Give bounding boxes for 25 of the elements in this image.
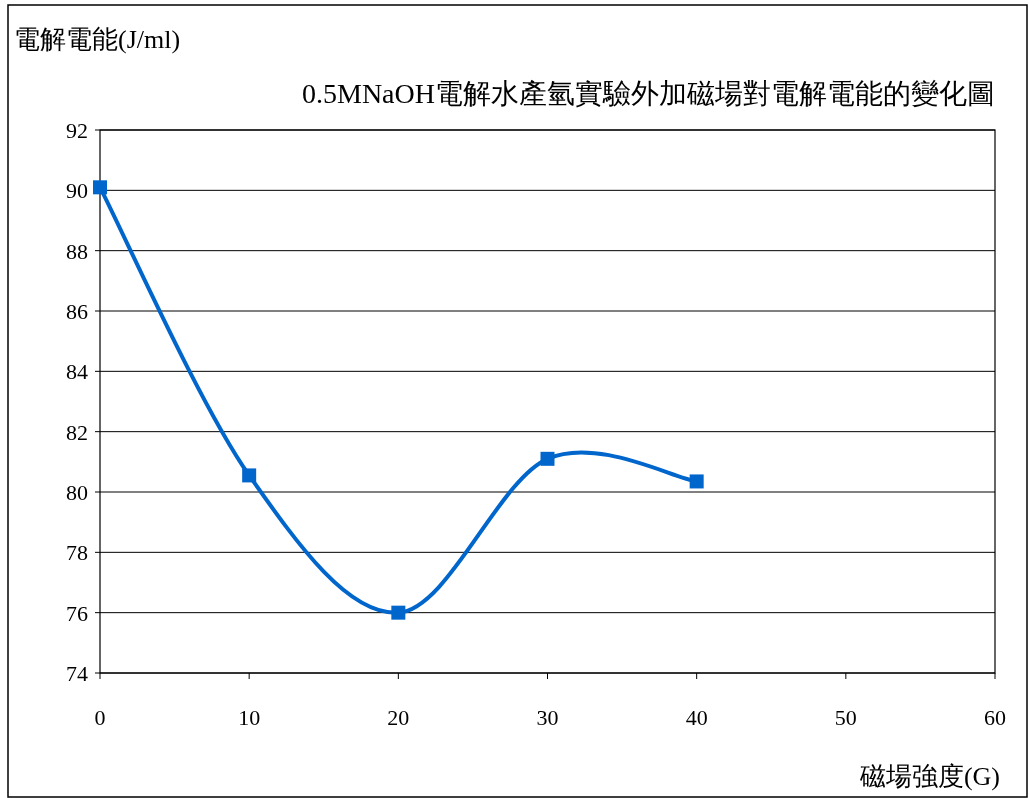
ytick: 80 xyxy=(66,480,88,505)
ytick: 74 xyxy=(66,661,88,686)
xtick: 40 xyxy=(685,705,708,730)
xtick: 60 xyxy=(984,705,1006,730)
point xyxy=(242,468,257,483)
xtick: 50 xyxy=(834,705,857,730)
point xyxy=(540,451,555,466)
ylabel: 電解電能(J/ml) xyxy=(14,25,181,54)
point xyxy=(391,605,406,620)
xlabel: 磁場強度(G) xyxy=(859,762,1000,791)
ytick: 90 xyxy=(66,178,88,204)
xtick: 10 xyxy=(238,705,261,730)
xtick: 20 xyxy=(387,705,410,730)
point xyxy=(93,180,107,195)
ytick: 92 xyxy=(66,118,88,143)
xtick: 30 xyxy=(536,705,559,730)
title: 0.5MNaOH電解水產氫實驗外加磁場對電解電能的變化圖 xyxy=(302,78,995,109)
xtick: 0 xyxy=(94,705,106,730)
ytick: 82 xyxy=(66,419,88,445)
ytick: 88 xyxy=(66,238,88,264)
ytick: 78 xyxy=(66,540,88,566)
ytick: 84 xyxy=(66,359,88,385)
ytick: 86 xyxy=(66,299,88,324)
ytick: 76 xyxy=(66,600,88,626)
point xyxy=(689,474,704,489)
